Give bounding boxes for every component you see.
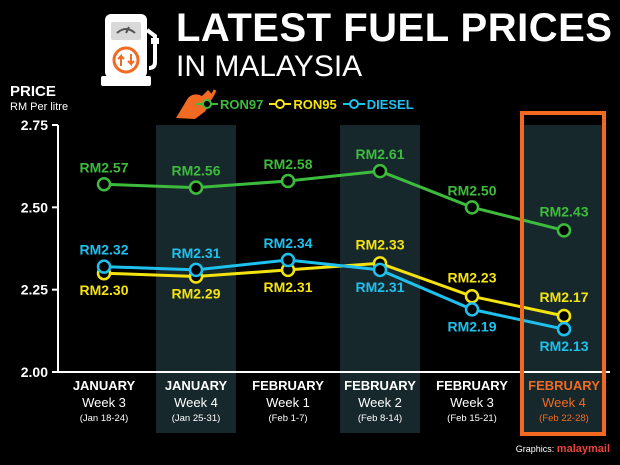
x-label-range: (Jan 18-24) [80,413,129,424]
x-label-month: FEBRUARY [528,378,600,393]
data-label: RM2.32 [79,242,128,258]
data-label: RM2.50 [447,182,496,198]
data-label: RM2.31 [263,279,312,295]
x-label-month: FEBRUARY [344,378,416,393]
y-axis: 2.75 2.50 2.25 2.00 [21,117,610,380]
week-band-5 [524,125,604,433]
series-line-ron95 [103,261,565,318]
data-point [188,180,204,195]
credit-brand: malaymail [556,443,610,455]
chart-subtitle: IN MALAYSIA [176,50,363,83]
data-point [280,252,296,268]
data-point [464,200,480,215]
data-label: RM2.29 [171,285,220,301]
legend-swatch-ron97 [196,99,218,109]
legend-item-diesel: DIESEL [342,96,414,112]
legend-label-ron95: RON95 [293,96,337,112]
data-point [188,262,204,278]
y-axis-label: PRICE [10,83,56,100]
y-tick-label: 2.50 [21,199,48,215]
x-label-range: (Feb 15-21) [447,413,497,424]
data-label: RM2.31 [355,279,404,295]
x-label-week: Week 4 [542,395,586,410]
data-point [556,321,572,337]
chart-title: LATEST FUEL PRICES [176,6,613,50]
data-point [372,262,388,278]
legend-item-ron97: RON97 [196,97,263,112]
x-label-month: JANUARY [73,378,136,393]
data-point [280,173,296,189]
series-line-diesel [103,258,565,331]
legend-swatch-ron95 [269,99,292,109]
highlight-rect [520,111,606,436]
data-label: RM2.58 [263,156,312,172]
data-label: RM2.17 [539,289,588,305]
y-axis-unit: RM Per litre [10,101,69,113]
data-label: RM2.56 [171,163,220,179]
graphics-credit: Graphics: malaymail [516,443,610,455]
x-label-week: Week 3 [82,395,126,410]
data-label: RM2.13 [539,338,588,354]
x-label-month: FEBRUARY [436,378,508,393]
data-point [372,163,388,179]
x-label-range: (Jan 25-31) [172,413,221,424]
data-label: RM2.30 [79,282,128,298]
x-axis-labels: JANUARY Week 3 (Jan 18-24) JANUARY Week 4 (Ja… [73,378,600,424]
y-tick-label: 2.75 [21,117,48,133]
y-tick-label: 2.00 [21,364,48,380]
data-label: RM2.34 [263,235,312,251]
data-point [96,259,112,274]
legend: RON97 RON95 DIESEL [196,96,420,112]
data-point [556,223,572,238]
legend-item-ron95: RON95 [269,96,337,112]
data-point [556,308,572,324]
data-label: RM2.19 [447,318,496,334]
up-down-arrows-icon [112,46,140,74]
x-label-range: (Feb 22-28) [539,413,589,424]
data-label: RM2.43 [539,203,588,219]
data-labels: RM2.57 RM2.56 RM2.58 RM2.61 RM2.50 RM2.43 RM2.… [79,146,588,354]
x-label-month: FEBRUARY [252,378,324,393]
data-label: RM2.61 [355,146,404,162]
legend-swatch-diesel [342,99,365,109]
series-points [96,163,572,337]
highlight-frame [520,111,606,436]
fuel-pump-icon [101,14,159,86]
x-label-range: (Feb 1-7) [268,413,307,424]
data-label: RM2.33 [355,236,404,252]
series-line-ron97 [103,169,565,232]
x-label-week: Week 2 [358,395,402,410]
data-point [96,177,112,192]
x-label-month: JANUARY [165,378,228,393]
legend-label-ron97: RON97 [220,96,264,112]
credit-prefix: Graphics: [515,444,555,454]
data-label: RM2.23 [447,269,496,285]
x-label-week: Week 3 [450,395,494,410]
data-label: RM2.57 [79,159,128,175]
data-point [464,289,480,304]
x-label-week: Week 4 [174,395,218,410]
data-label: RM2.31 [171,245,220,261]
data-point [464,302,480,317]
series-lines [103,169,565,331]
x-label-range: (Feb 8-14) [358,413,402,424]
legend-label-diesel: DIESEL [366,96,414,112]
x-label-week: Week 1 [266,395,310,410]
y-tick-label: 2.25 [21,282,48,298]
